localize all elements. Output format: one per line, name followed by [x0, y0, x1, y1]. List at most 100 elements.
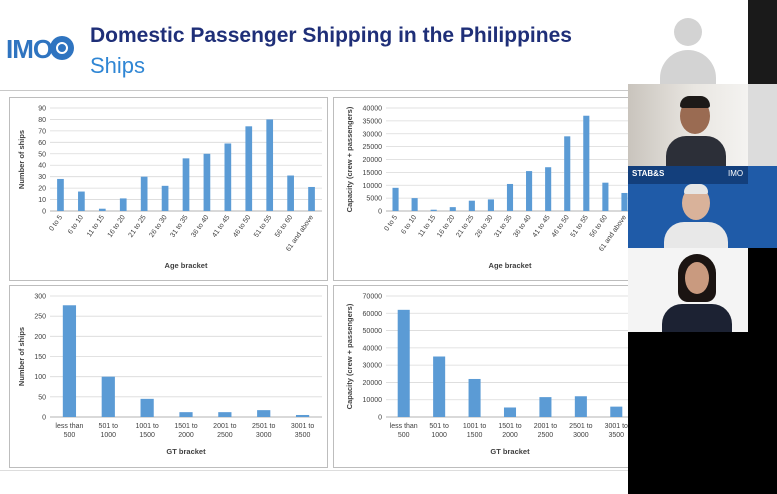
bar	[119, 198, 127, 211]
x-tick-label: 46 to 50	[232, 214, 252, 239]
x-tick-label: 3000	[256, 432, 272, 439]
y-tick-label: 30000	[363, 363, 383, 370]
y-tick-label: 25000	[363, 144, 383, 151]
bar	[287, 175, 294, 211]
y-tick-label: 0	[378, 209, 382, 216]
bar	[621, 192, 628, 211]
x-tick-label: 41 to 45	[532, 214, 552, 239]
y-tick-label: 40000	[363, 106, 383, 113]
chart-ships-by-gt-svg: 0 50 100 150 200 250 300 less than 500 501 to 1000…	[17, 294, 322, 456]
x-tick-label: 1501 to	[498, 423, 521, 430]
bar	[98, 208, 106, 211]
video-tile-edge	[748, 248, 777, 332]
bar	[468, 378, 481, 417]
bar	[308, 186, 315, 211]
y-tick-label: 60	[38, 140, 46, 147]
bar	[295, 414, 310, 417]
x-tick-label: 6 to 10	[67, 214, 85, 236]
participant-1-hair	[680, 96, 710, 108]
y-tick-label: 90	[38, 106, 46, 113]
y-tick-label: 250	[34, 314, 46, 321]
video-tile-placeholder[interactable]	[628, 0, 748, 84]
x-tick-label: 3500	[295, 432, 311, 439]
y-tick-label: 40	[38, 163, 46, 170]
x-tick-label: 26 to 30	[148, 214, 168, 239]
participant-2-hair	[684, 184, 708, 194]
x-tick-label: 2000	[502, 432, 518, 439]
y-tick-label: 20000	[363, 380, 383, 387]
video-tile-participant-1[interactable]	[628, 84, 748, 168]
x-tick-label: 31 to 35	[493, 214, 513, 239]
bar	[503, 407, 517, 417]
x-tick-label: 2501 to	[252, 423, 275, 430]
y-tick-label: 10000	[363, 183, 383, 190]
bar	[57, 178, 64, 211]
y-tick-label: 70000	[363, 294, 383, 301]
y-tick-label: 200	[34, 334, 46, 341]
bar	[433, 356, 446, 417]
y-tick-label: 70	[38, 128, 46, 135]
y-axis-label: Capacity (crew + passengers)	[345, 106, 354, 212]
imo-badge: IMO	[728, 169, 744, 178]
x-tick-label: 2501 to	[569, 423, 592, 430]
video-tile-participant-3[interactable]	[628, 248, 748, 332]
y-tick-label: 35000	[363, 118, 383, 125]
bar	[179, 412, 193, 417]
x-tick-label: 1000	[100, 432, 116, 439]
y-axis-label: Number of ships	[17, 327, 26, 386]
y-tick-label: 20	[38, 186, 46, 193]
y-tick-label: 10	[38, 197, 46, 204]
bar	[545, 167, 552, 211]
y-tick-label: 0	[378, 415, 382, 422]
bar	[140, 398, 154, 417]
x-tick-label: 36 to 40	[512, 214, 532, 239]
stabs-logo: STAB&S	[632, 169, 665, 178]
x-tick-label: 6 to 10	[400, 214, 418, 236]
bar	[610, 406, 623, 417]
header-divider	[0, 90, 628, 91]
x-axis-label: Age bracket	[165, 261, 208, 270]
user-avatar-icon	[674, 18, 702, 46]
y-tick-label: 50000	[363, 328, 383, 335]
chart-capacity-by-age-svg: 0 5000 10000 15000 20000 25000 30000 35000 40000…	[345, 106, 634, 270]
bar	[224, 143, 232, 211]
x-tick-label: 1000	[431, 432, 447, 439]
y-tick-label: 30	[38, 174, 46, 181]
y-tick-label: 10000	[363, 397, 383, 404]
bar	[101, 376, 115, 417]
presentation-slide: IMO Domestic Passenger Shipping in the P…	[0, 24, 652, 492]
x-tick-label: 2500	[217, 432, 233, 439]
chart-capacity-by-gt-svg: 0 10000 20000 30000 40000 50000 60000 70000 less…	[345, 294, 634, 456]
bar	[526, 171, 533, 211]
y-tick-label: 50	[38, 151, 46, 158]
x-tick-label: 3001 to	[605, 423, 628, 430]
bar	[539, 397, 552, 417]
x-tick-label: 500	[398, 432, 410, 439]
participant-2-banner	[628, 166, 748, 184]
x-tick-label: 46 to 50	[551, 214, 571, 239]
x-tick-label: 1501 to	[174, 423, 197, 430]
imo-logo: IMO	[6, 34, 74, 64]
y-tick-label: 0	[42, 415, 46, 422]
x-tick-label: 51 to 55	[570, 214, 590, 239]
chart-ships-by-gt: 0 50 100 150 200 250 300 less than 500 501 to 1000…	[9, 285, 328, 468]
x-tick-label: 0 to 5	[48, 214, 64, 232]
video-tile-edge	[748, 84, 777, 168]
bar	[602, 182, 609, 211]
bar	[392, 187, 399, 211]
x-tick-label: 501 to	[429, 423, 449, 430]
video-tile-edge	[748, 166, 777, 250]
x-tick-label: 500	[64, 432, 76, 439]
bar	[411, 198, 418, 211]
bar	[266, 119, 274, 211]
y-axis-label: Capacity (crew + passengers)	[345, 303, 354, 409]
participant-3-body	[662, 304, 732, 332]
slide-footer-divider	[0, 470, 652, 471]
video-tile-participant-2[interactable]: STAB&S IMO	[628, 166, 748, 250]
video-tile-edge	[748, 0, 777, 84]
y-tick-label: 40000	[363, 345, 383, 352]
x-tick-label: 501 to	[99, 423, 119, 430]
participant-1-body	[666, 136, 726, 168]
bar	[62, 305, 77, 417]
